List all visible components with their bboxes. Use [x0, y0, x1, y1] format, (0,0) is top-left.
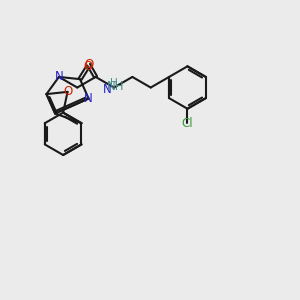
Text: N: N — [55, 70, 63, 83]
Text: O: O — [63, 85, 72, 98]
Text: H: H — [110, 77, 118, 88]
Text: NH: NH — [107, 80, 124, 93]
Text: O: O — [84, 58, 93, 71]
Text: O: O — [83, 60, 92, 73]
Text: N: N — [103, 82, 112, 95]
Text: N: N — [84, 92, 93, 105]
Text: Cl: Cl — [182, 117, 193, 130]
